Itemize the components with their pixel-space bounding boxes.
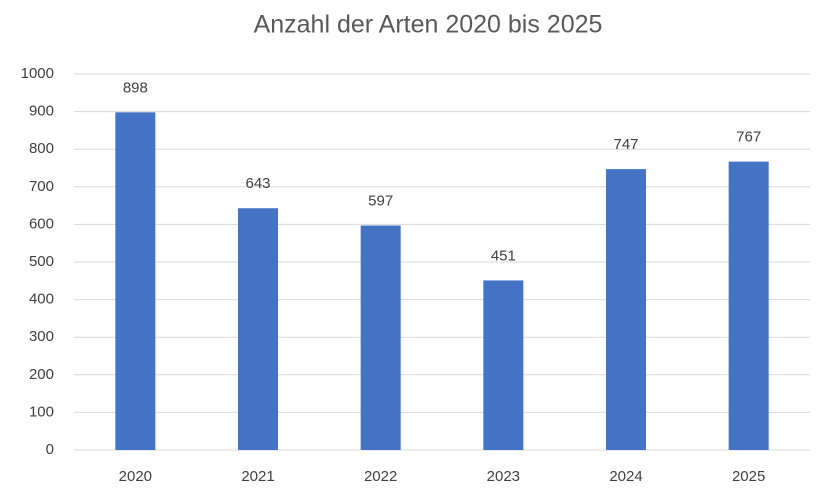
y-tick-label: 200 (29, 366, 54, 383)
y-tick-label: 900 (29, 103, 54, 120)
data-label: 767 (736, 129, 761, 146)
data-label: 597 (368, 192, 393, 209)
data-label: 747 (613, 136, 638, 153)
y-tick-label: 800 (29, 140, 54, 157)
data-label: 898 (123, 79, 148, 96)
y-tick-label: 700 (29, 178, 54, 195)
bar (360, 225, 401, 450)
y-tick-label: 500 (29, 253, 54, 270)
data-label: 643 (245, 175, 270, 192)
bar (728, 161, 769, 450)
y-tick-label: 100 (29, 403, 54, 420)
x-tick-label: 2021 (241, 468, 274, 485)
bar (483, 280, 524, 450)
bar (606, 169, 646, 451)
y-tick-label: 1000 (21, 65, 54, 82)
data-label: 451 (491, 247, 516, 264)
bar (115, 112, 156, 451)
bar (238, 208, 278, 450)
chart-title: Anzahl der Arten 2020 bis 2025 (254, 11, 603, 39)
x-tick-label: 2025 (732, 468, 765, 485)
y-tick-label: 600 (29, 215, 54, 232)
x-tick-label: 2020 (119, 468, 152, 485)
y-tick-label: 400 (29, 291, 54, 308)
y-tick-label: 0 (46, 441, 54, 458)
y-tick-label: 300 (29, 328, 54, 345)
x-tick-label: 2024 (609, 468, 642, 485)
x-tick-label: 2022 (364, 468, 397, 485)
x-tick-label: 2023 (487, 468, 520, 485)
